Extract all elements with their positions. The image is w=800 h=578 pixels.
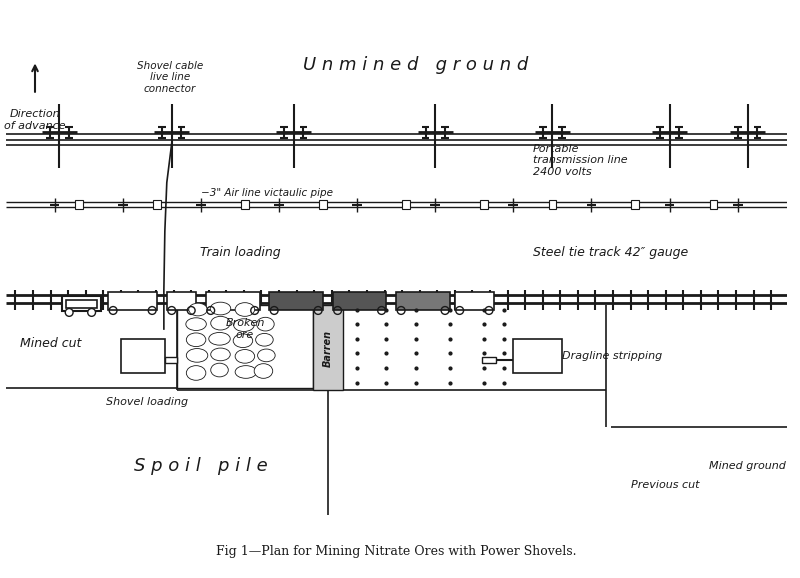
Bar xyxy=(333,292,386,309)
Ellipse shape xyxy=(209,332,230,345)
Bar xyxy=(454,292,494,309)
Ellipse shape xyxy=(254,364,273,379)
Text: Barren: Barren xyxy=(323,330,333,367)
Ellipse shape xyxy=(235,366,257,379)
Bar xyxy=(314,305,342,390)
Bar xyxy=(631,200,639,209)
Ellipse shape xyxy=(210,316,230,330)
Ellipse shape xyxy=(257,317,274,331)
Ellipse shape xyxy=(210,348,230,361)
Ellipse shape xyxy=(235,350,254,363)
Bar xyxy=(482,357,496,363)
Bar xyxy=(514,339,562,373)
Text: Previous cut: Previous cut xyxy=(630,480,699,490)
Bar xyxy=(342,305,606,390)
Bar xyxy=(166,292,196,309)
Ellipse shape xyxy=(186,349,208,362)
Bar xyxy=(402,200,410,209)
Bar xyxy=(165,357,177,363)
Bar xyxy=(270,292,323,309)
Ellipse shape xyxy=(186,318,206,331)
Bar xyxy=(177,305,314,388)
Bar xyxy=(66,300,98,307)
Text: −3" Air line victaulic pipe: −3" Air line victaulic pipe xyxy=(201,188,333,198)
Text: Dragline stripping: Dragline stripping xyxy=(562,351,662,361)
Bar xyxy=(108,292,157,309)
Ellipse shape xyxy=(210,363,228,377)
Ellipse shape xyxy=(186,366,206,380)
Bar xyxy=(319,200,327,209)
Bar xyxy=(710,200,718,209)
Text: Fig 1—Plan for Mining Nitrate Ores with Power Shovels.: Fig 1—Plan for Mining Nitrate Ores with … xyxy=(216,546,577,558)
Ellipse shape xyxy=(186,333,206,347)
Text: Portable
transmission line
2400 volts: Portable transmission line 2400 volts xyxy=(533,143,627,177)
Bar xyxy=(121,339,165,373)
Bar xyxy=(153,200,161,209)
Ellipse shape xyxy=(189,303,207,316)
Text: Steel tie track 42″ gauge: Steel tie track 42″ gauge xyxy=(533,246,688,259)
Text: Shovel cable
live line
connector: Shovel cable live line connector xyxy=(137,61,203,94)
Ellipse shape xyxy=(234,319,254,331)
Ellipse shape xyxy=(210,302,230,315)
Bar xyxy=(241,200,249,209)
Text: Broken
ore: Broken ore xyxy=(226,318,265,340)
Text: Shovel loading: Shovel loading xyxy=(106,397,188,407)
Bar xyxy=(396,292,450,309)
Text: Mined cut: Mined cut xyxy=(20,337,82,350)
Circle shape xyxy=(88,309,95,316)
Circle shape xyxy=(66,309,73,316)
Text: U n m i n e d   g r o u n d: U n m i n e d g r o u n d xyxy=(303,55,528,73)
Bar xyxy=(480,200,488,209)
Ellipse shape xyxy=(256,334,274,346)
Bar xyxy=(62,296,102,312)
Ellipse shape xyxy=(233,334,253,347)
Text: Train loading: Train loading xyxy=(200,246,280,259)
Bar xyxy=(75,200,83,209)
Text: S p o i l   p i l e: S p o i l p i l e xyxy=(134,457,268,475)
Text: Mined ground: Mined ground xyxy=(709,461,786,470)
Ellipse shape xyxy=(235,303,254,316)
Bar xyxy=(206,292,259,309)
Text: Direction
of advance: Direction of advance xyxy=(4,109,66,131)
Polygon shape xyxy=(6,388,786,571)
Ellipse shape xyxy=(258,349,275,362)
Bar xyxy=(549,200,556,209)
